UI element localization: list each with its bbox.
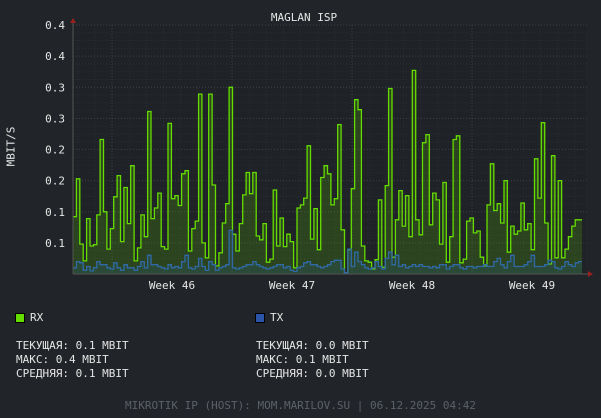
rx-legend-label: RX xyxy=(30,311,44,324)
x-tick-label: Week 47 xyxy=(269,279,315,292)
y-tick-label: 0.4 xyxy=(45,50,65,63)
tx-legend-swatch xyxy=(255,313,265,323)
footer-host-info: MIKROTIK IP (HOST): MOM.MARILOV.SU | 06.… xyxy=(125,399,476,412)
y-tick-label: 0.2 xyxy=(45,175,65,188)
tx-current: ТЕКУЩАЯ: 0.0 MBIT xyxy=(256,339,369,352)
series-rx-line xyxy=(73,69,582,274)
y-tick-label: 0.3 xyxy=(45,81,65,94)
x-tick-label: Week 48 xyxy=(389,279,435,292)
rx-legend-swatch xyxy=(15,313,25,323)
chart-title: MAGLAN ISP xyxy=(270,11,338,24)
y-tick-label: 0.1 xyxy=(45,206,65,219)
traffic-chart: 0.4 0.4 0.3 0.3 0.2 0.2 0.1 0.1 Week 46 Week 47 We… xyxy=(45,18,593,292)
plot-area xyxy=(73,25,586,274)
tx-legend-label: TX xyxy=(270,311,284,324)
x-axis-arrow-icon xyxy=(588,271,593,277)
y-tick-label: 0.1 xyxy=(45,237,65,250)
y-tick-label: 0.2 xyxy=(45,144,65,157)
rx-current: ТЕКУЩАЯ: 0.1 MBIT xyxy=(16,339,129,352)
tx-average: СРЕДНЯЯ: 0.0 MBIT xyxy=(256,367,369,380)
rx-max: МАКС: 0.4 MBIT xyxy=(16,353,109,366)
series-tx-area xyxy=(73,230,582,274)
x-tick-label: Week 46 xyxy=(149,279,195,292)
x-tick-label: Week 49 xyxy=(509,279,555,292)
series-tx-line xyxy=(73,229,582,274)
y-axis-arrow-icon xyxy=(70,18,76,23)
y-tick-label: 0.3 xyxy=(45,112,65,125)
tx-max: МАКС: 0.1 MBIT xyxy=(256,353,349,366)
y-tick-label: 0.4 xyxy=(45,19,65,32)
rx-average: СРЕДНЯЯ: 0.1 MBIT xyxy=(16,367,129,380)
